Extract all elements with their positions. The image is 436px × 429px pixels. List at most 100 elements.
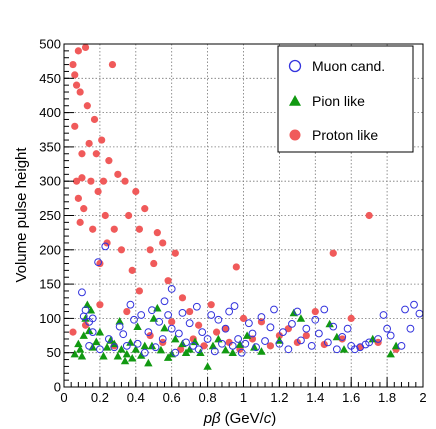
muon-point [307,341,316,350]
proton-point [239,314,248,322]
proton-point [78,150,86,158]
muon-point [207,311,216,319]
proton-point [146,246,154,254]
muon-point [252,343,260,352]
muon-point [194,345,203,354]
muon-point [130,315,138,324]
muon-point [228,341,237,350]
x-tick-label: 1.4 [306,390,324,405]
proton-point [78,174,86,182]
muon-point [110,343,119,352]
proton-point [81,43,90,52]
y-tick-label: 300 [39,174,61,189]
pion-point [126,338,135,346]
proton-point [168,318,176,326]
muon-point [167,285,176,293]
x-tick-label: 0.2 [91,390,109,405]
proton-point [87,177,95,185]
x-tick-label: 1 [240,390,247,405]
muon-point [338,333,347,341]
pion-point [131,345,140,353]
muon-point [225,307,234,316]
muon-point [302,324,311,333]
muon-point [401,305,409,314]
legend-proton-label: Proton like [312,127,378,143]
muon-point [332,345,341,354]
proton-point [85,139,93,148]
muon-point [383,324,392,333]
pion-point [99,351,108,360]
pion-point [203,362,212,370]
proton-point [99,177,108,185]
pion-point [339,345,349,353]
muon-point [178,309,187,317]
pion-point [75,345,85,353]
muon-point [210,347,219,356]
y-tick-labels: 0 50 100 150 200 250 300 350 400 450 500 [39,37,61,395]
pion-point [228,348,237,357]
muon-point [234,335,243,343]
x-tick-label: 1.6 [342,390,360,405]
proton-point [200,342,208,350]
pion-point [74,339,83,348]
muon-point [151,343,160,352]
proton-point [212,328,221,336]
proton-point [96,301,104,309]
pion-point [147,341,157,350]
muon-point [230,302,239,310]
muon-point [270,305,278,314]
axis-ticks [63,43,424,388]
proton-point [207,301,215,309]
muon-point [94,258,103,267]
y-tick-label: 350 [39,139,61,154]
muon-point [115,322,124,331]
pion-point [95,327,105,336]
muon-point [279,328,287,337]
pion-point [79,331,88,339]
proton-point [125,211,133,220]
muon-point [88,328,97,337]
muon-point [297,336,305,345]
pion-point [257,347,266,355]
pion-point [140,341,149,350]
proton-point [92,150,100,158]
proton-point [69,60,77,69]
proton-point [71,122,79,130]
proton-point [96,259,104,268]
muon-point [198,328,207,337]
x-tick-label: 1.2 [270,390,288,405]
muon-point [182,338,190,347]
muon-point [140,348,149,357]
muon-point [158,335,167,343]
proton-point [101,211,109,220]
proton-point [72,177,81,185]
pion-point [77,351,87,360]
proton-point [123,307,131,316]
y-tick-label: 500 [39,37,61,52]
pion-point [117,345,126,353]
muon-point [237,348,246,357]
legend-pion-marker [289,95,301,106]
proton-point [110,225,118,233]
pion-point [120,356,130,365]
y-tick-label: 0 [54,380,61,395]
muon-point [155,317,164,326]
pion-point [136,351,146,359]
proton-point [232,263,240,271]
muon-point [323,338,332,347]
pion-point [83,300,92,309]
proton-point [128,266,136,274]
muon-point [203,335,212,343]
x-tick-label: 0.4 [127,390,145,405]
muon-point [148,306,156,315]
muon-point [288,319,296,328]
muon-point [275,339,284,348]
legend-muon-label: Muon cand. [312,58,385,74]
proton-point [105,157,113,165]
muon-point [122,341,131,350]
proton-point [76,88,84,96]
muon-point [167,324,176,333]
proton-point [117,246,126,254]
proton-point [171,249,179,257]
proton-point [266,342,275,350]
